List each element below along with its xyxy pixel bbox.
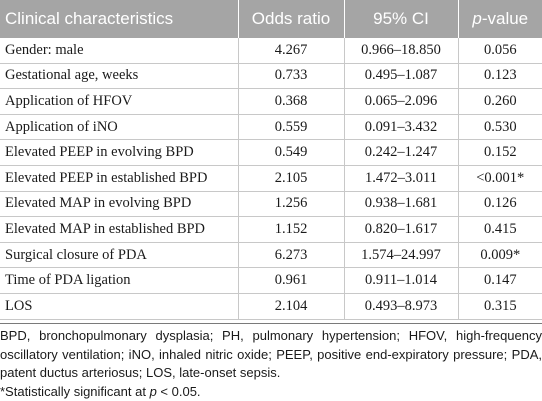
table-row: Gestational age, weeks 0.733 0.495–1.087 0.… (0, 63, 542, 90)
cell-characteristic: Surgical closure of PDA (0, 242, 238, 269)
header-ci: 95% CI (343, 0, 458, 38)
header-odds-ratio: Odds ratio (237, 0, 344, 38)
cell-odds-ratio: 1.256 (237, 191, 344, 218)
header-p-value: p-value (457, 0, 542, 38)
cell-odds-ratio: 2.104 (237, 293, 344, 320)
cell-odds-ratio: 6.273 (237, 242, 344, 269)
cell-p-value: 0.315 (457, 293, 542, 320)
cell-ci: 0.495–1.087 (343, 63, 458, 90)
cell-p-value: <0.001* (457, 165, 542, 192)
cell-p-value: 0.152 (457, 139, 542, 166)
table-row: LOS 2.104 0.493–8.973 0.315 (0, 293, 542, 320)
cell-characteristic: LOS (0, 293, 238, 320)
odds-ratio-table: Clinical characteristics Odds ratio 95% … (0, 0, 542, 320)
cell-ci: 0.493–8.973 (343, 293, 458, 320)
significance-suffix: < 0.05. (156, 383, 201, 399)
cell-odds-ratio: 1.152 (237, 216, 344, 243)
significance-variable: p (149, 383, 157, 399)
significance-prefix: *Statistically significant at (0, 383, 150, 399)
cell-odds-ratio: 0.549 (237, 139, 344, 166)
cell-p-value: 0.147 (457, 267, 542, 294)
cell-characteristic: Elevated PEEP in evolving BPD (0, 139, 238, 166)
cell-odds-ratio: 2.105 (237, 165, 344, 192)
cell-odds-ratio: 4.267 (237, 38, 344, 64)
table-footnote: BPD, bronchopulmonary dysplasia; PH, pul… (0, 323, 542, 401)
cell-characteristic: Application of iNO (0, 114, 238, 141)
cell-p-value: 0.530 (457, 114, 542, 141)
cell-characteristic: Elevated MAP in evolving BPD (0, 191, 238, 218)
cell-characteristic: Gestational age, weeks (0, 63, 238, 90)
significance-note: *Statistically significant at p < 0.05. (0, 383, 542, 401)
cell-p-value: 0.056 (457, 38, 542, 64)
cell-odds-ratio: 0.368 (237, 88, 344, 115)
table-row: Elevated MAP in established BPD 1.152 0.82… (0, 216, 542, 243)
cell-characteristic: Gender: male (0, 38, 238, 64)
cell-odds-ratio: 0.961 (237, 267, 344, 294)
table-row: Application of HFOV 0.368 0.065–2.096 0.260 (0, 88, 542, 115)
cell-ci: 0.966–18.850 (343, 38, 458, 64)
table-body: Gender: male 4.267 0.966–18.850 0.056 Gestat… (0, 38, 542, 320)
table-row: Elevated MAP in evolving BPD 1.256 0.938–1… (0, 191, 542, 218)
cell-p-value: 0.123 (457, 63, 542, 90)
table-row: Time of PDA ligation 0.961 0.911–1.014 0.14… (0, 267, 542, 294)
cell-characteristic: Elevated PEEP in established BPD (0, 165, 238, 192)
cell-ci: 0.242–1.247 (343, 139, 458, 166)
cell-ci: 0.820–1.617 (343, 216, 458, 243)
table-row: Gender: male 4.267 0.966–18.850 0.056 (0, 38, 542, 64)
cell-odds-ratio: 0.559 (237, 114, 344, 141)
cell-p-value: 0.415 (457, 216, 542, 243)
header-p-rest: -value (481, 9, 529, 28)
header-characteristic: Clinical characteristics (0, 0, 238, 38)
table-row: Elevated PEEP in evolving BPD 0.549 0.242–… (0, 139, 542, 166)
cell-p-value: 0.126 (457, 191, 542, 218)
table-row: Surgical closure of PDA 6.273 1.574–24.997… (0, 242, 542, 269)
cell-p-value: 0.009* (457, 242, 542, 269)
cell-ci: 1.472–3.011 (343, 165, 458, 192)
cell-ci: 1.574–24.997 (343, 242, 458, 269)
header-p-italic: p (472, 9, 482, 28)
header-row: Clinical characteristics Odds ratio 95% … (0, 0, 542, 38)
cell-p-value: 0.260 (457, 88, 542, 115)
cell-ci: 0.065–2.096 (343, 88, 458, 115)
table-row: Application of iNO 0.559 0.091–3.432 0.530 (0, 114, 542, 141)
table-header: Clinical characteristics Odds ratio 95% … (0, 0, 542, 38)
cell-characteristic: Time of PDA ligation (0, 267, 238, 294)
cell-ci: 0.091–3.432 (343, 114, 458, 141)
cell-ci: 0.938–1.681 (343, 191, 458, 218)
cell-odds-ratio: 0.733 (237, 63, 344, 90)
abbreviations-note: BPD, bronchopulmonary dysplasia; PH, pul… (0, 328, 542, 380)
cell-characteristic: Application of HFOV (0, 88, 238, 115)
table-row: Elevated PEEP in established BPD 2.105 1.4… (0, 165, 542, 192)
cell-ci: 0.911–1.014 (343, 267, 458, 294)
cell-characteristic: Elevated MAP in established BPD (0, 216, 238, 243)
